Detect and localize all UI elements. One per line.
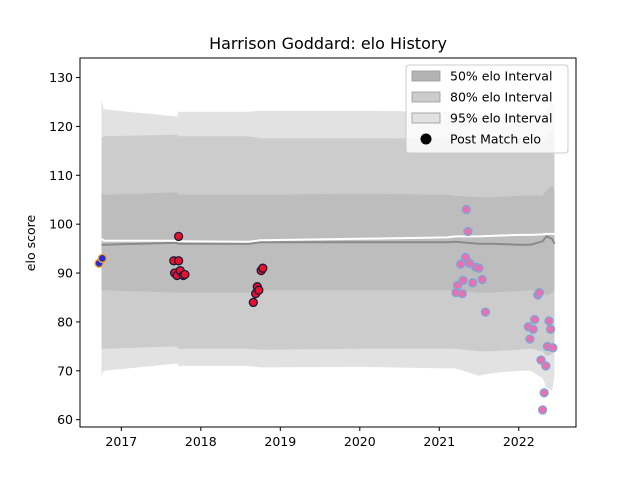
data-point — [254, 285, 264, 295]
data-point — [258, 263, 268, 273]
legend-label: 95% elo Interval — [450, 111, 552, 126]
y-tick-label: 60 — [57, 412, 73, 427]
legend-label: Post Match elo — [450, 132, 541, 147]
y-tick-label: 120 — [49, 119, 73, 134]
legend-label: 50% elo Interval — [450, 69, 552, 84]
mean-line — [100, 232, 555, 243]
data-point — [173, 256, 184, 266]
legend-label: 80% elo Interval — [450, 90, 552, 105]
data-point — [530, 314, 540, 325]
data-point — [539, 388, 549, 398]
data-point — [248, 297, 258, 308]
y-tick-label: 90 — [57, 266, 73, 281]
data-point — [477, 274, 487, 285]
data-point — [463, 226, 473, 237]
median-line — [101, 235, 556, 246]
data-point — [480, 307, 491, 317]
data-point — [544, 316, 554, 326]
legend-swatch — [411, 112, 441, 124]
y-tick-label: 130 — [49, 70, 73, 85]
data-point — [461, 204, 471, 215]
data-point — [528, 324, 538, 334]
data-point — [548, 343, 558, 353]
y-tick-label: 110 — [49, 168, 73, 183]
data-point — [456, 259, 466, 269]
data-point — [173, 231, 184, 242]
data-point — [97, 253, 107, 264]
x-tick-label: 2017 — [105, 434, 137, 449]
data-point — [180, 269, 190, 280]
data-point — [537, 405, 548, 415]
data-point — [457, 288, 467, 299]
data-point — [534, 287, 545, 298]
legend-marker — [420, 133, 432, 145]
x-tick-label: 2018 — [185, 434, 217, 449]
data-point — [468, 278, 478, 288]
data-point — [525, 334, 535, 344]
legend: 50% elo Interval 80% elo Interval 95% elo … — [405, 64, 569, 154]
x-tick-label: 2019 — [264, 434, 296, 449]
legend-swatch — [411, 70, 441, 82]
x-tick-label: 2020 — [344, 434, 376, 449]
data-point — [536, 355, 546, 365]
legend-box — [405, 64, 569, 154]
y-tick-label: 80 — [57, 314, 73, 329]
data-point — [474, 263, 484, 273]
y-tick-label: 70 — [57, 363, 73, 378]
y-axis-label: elo score — [23, 215, 38, 272]
axes: 2017 2018 2019 2020 2021 2022 60 70 80 90 100 110 12… — [49, 70, 535, 449]
y-tick-label: 100 — [49, 217, 73, 232]
plot-frame — [79, 57, 577, 428]
plot-area — [94, 99, 558, 415]
data-point — [545, 324, 556, 334]
x-tick-label: 2022 — [503, 434, 535, 449]
x-tick-label: 2021 — [423, 434, 455, 449]
data-point — [541, 361, 551, 371]
chart-title: Harrison Goddard: elo History — [209, 34, 447, 53]
data-point — [458, 275, 468, 286]
legend-swatch — [411, 91, 441, 103]
